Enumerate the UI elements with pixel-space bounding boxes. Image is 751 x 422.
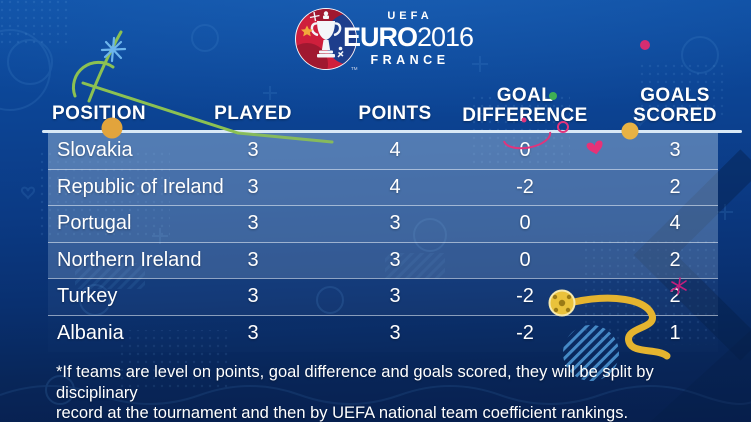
trophy-handles: [310, 22, 342, 37]
goals-scored-value: 1: [669, 321, 681, 344]
goal-difference-value: 0: [519, 212, 531, 235]
goal-difference-value: -2: [516, 285, 534, 308]
team-name: Northern Ireland: [57, 248, 202, 271]
table-row: Slovakia 3 4 0 3: [48, 133, 718, 169]
sparkle-icon: [309, 11, 320, 22]
footnote-line2: record at the tournament and then by UEF…: [56, 404, 629, 422]
standings-table: Slovakia 3 4 0 3 Republic of Ireland 3 4…: [48, 133, 718, 352]
goals-scored-value: 4: [669, 212, 681, 235]
table-row: Northern Ireland 3 3 0 2: [48, 241, 718, 279]
star-icon: [301, 25, 313, 37]
table-row: Republic of Ireland 3 4 -2 2: [48, 168, 718, 206]
euro2016-logo: TM: [292, 5, 360, 73]
team-name: Albania: [57, 321, 124, 344]
goal-difference-value: 0: [519, 139, 531, 161]
country-label: FRANCE: [370, 53, 450, 67]
table-header: POSITION PLAYED POINTS GOAL DIFFERENCE G…: [48, 74, 718, 130]
goals-scored-value: 2: [669, 248, 681, 271]
footnote-line1: *If teams are level on points, goal diff…: [56, 363, 654, 402]
played-value: 3: [247, 321, 259, 344]
played-value: 3: [247, 248, 259, 271]
team-name: Republic of Ireland: [57, 175, 224, 198]
year-label: 2016: [416, 22, 474, 52]
team-name: Turkey: [57, 285, 118, 308]
goals-scored-value: 2: [669, 285, 681, 308]
played-value: 3: [247, 175, 259, 198]
euro-label: EURO: [342, 22, 418, 52]
points-value: 3: [389, 248, 401, 271]
tiebreaker-footnote: *If teams are level on points, goal diff…: [56, 362, 721, 422]
tournament-wordmark: UEFA EURO 2016 FRANCE: [343, 10, 474, 67]
header-goals-scored: GOALS SCORED: [633, 85, 717, 126]
table-row: Turkey 3 3 -2 2: [48, 278, 718, 315]
header-played: PLAYED: [214, 103, 292, 124]
team-name: Slovakia: [57, 139, 133, 161]
logo-crescent: [325, 13, 356, 65]
trademark-label: TM: [351, 66, 358, 71]
header-points: POINTS: [358, 103, 432, 124]
goals-scored-value: 2: [669, 175, 681, 198]
points-value: 3: [389, 321, 401, 344]
points-value: 3: [389, 285, 401, 308]
points-value: 4: [389, 139, 401, 161]
player-silhouette-icon: [337, 46, 344, 58]
euro2016-logo-icon: TM: [295, 8, 358, 71]
header-position: POSITION: [52, 103, 146, 124]
points-value: 3: [389, 212, 401, 235]
played-value: 3: [247, 212, 259, 235]
goal-difference-value: -2: [516, 321, 534, 344]
uefa-label: UEFA: [387, 10, 433, 22]
points-value: 4: [389, 175, 401, 198]
trophy-icon: [317, 11, 335, 58]
goals-scored-value: 3: [669, 139, 681, 161]
team-name: Portugal: [57, 212, 132, 235]
table-row: Albania 3 3 -2 1: [48, 314, 718, 352]
played-value: 3: [247, 285, 259, 308]
goal-difference-value: 0: [519, 248, 531, 271]
header-divider: [42, 130, 742, 133]
goal-difference-value: -2: [516, 175, 534, 198]
table-row: Portugal 3 3 0 4: [48, 205, 718, 242]
played-value: 3: [247, 139, 259, 161]
header-goal-difference: GOAL DIFFERENCE: [462, 85, 588, 126]
